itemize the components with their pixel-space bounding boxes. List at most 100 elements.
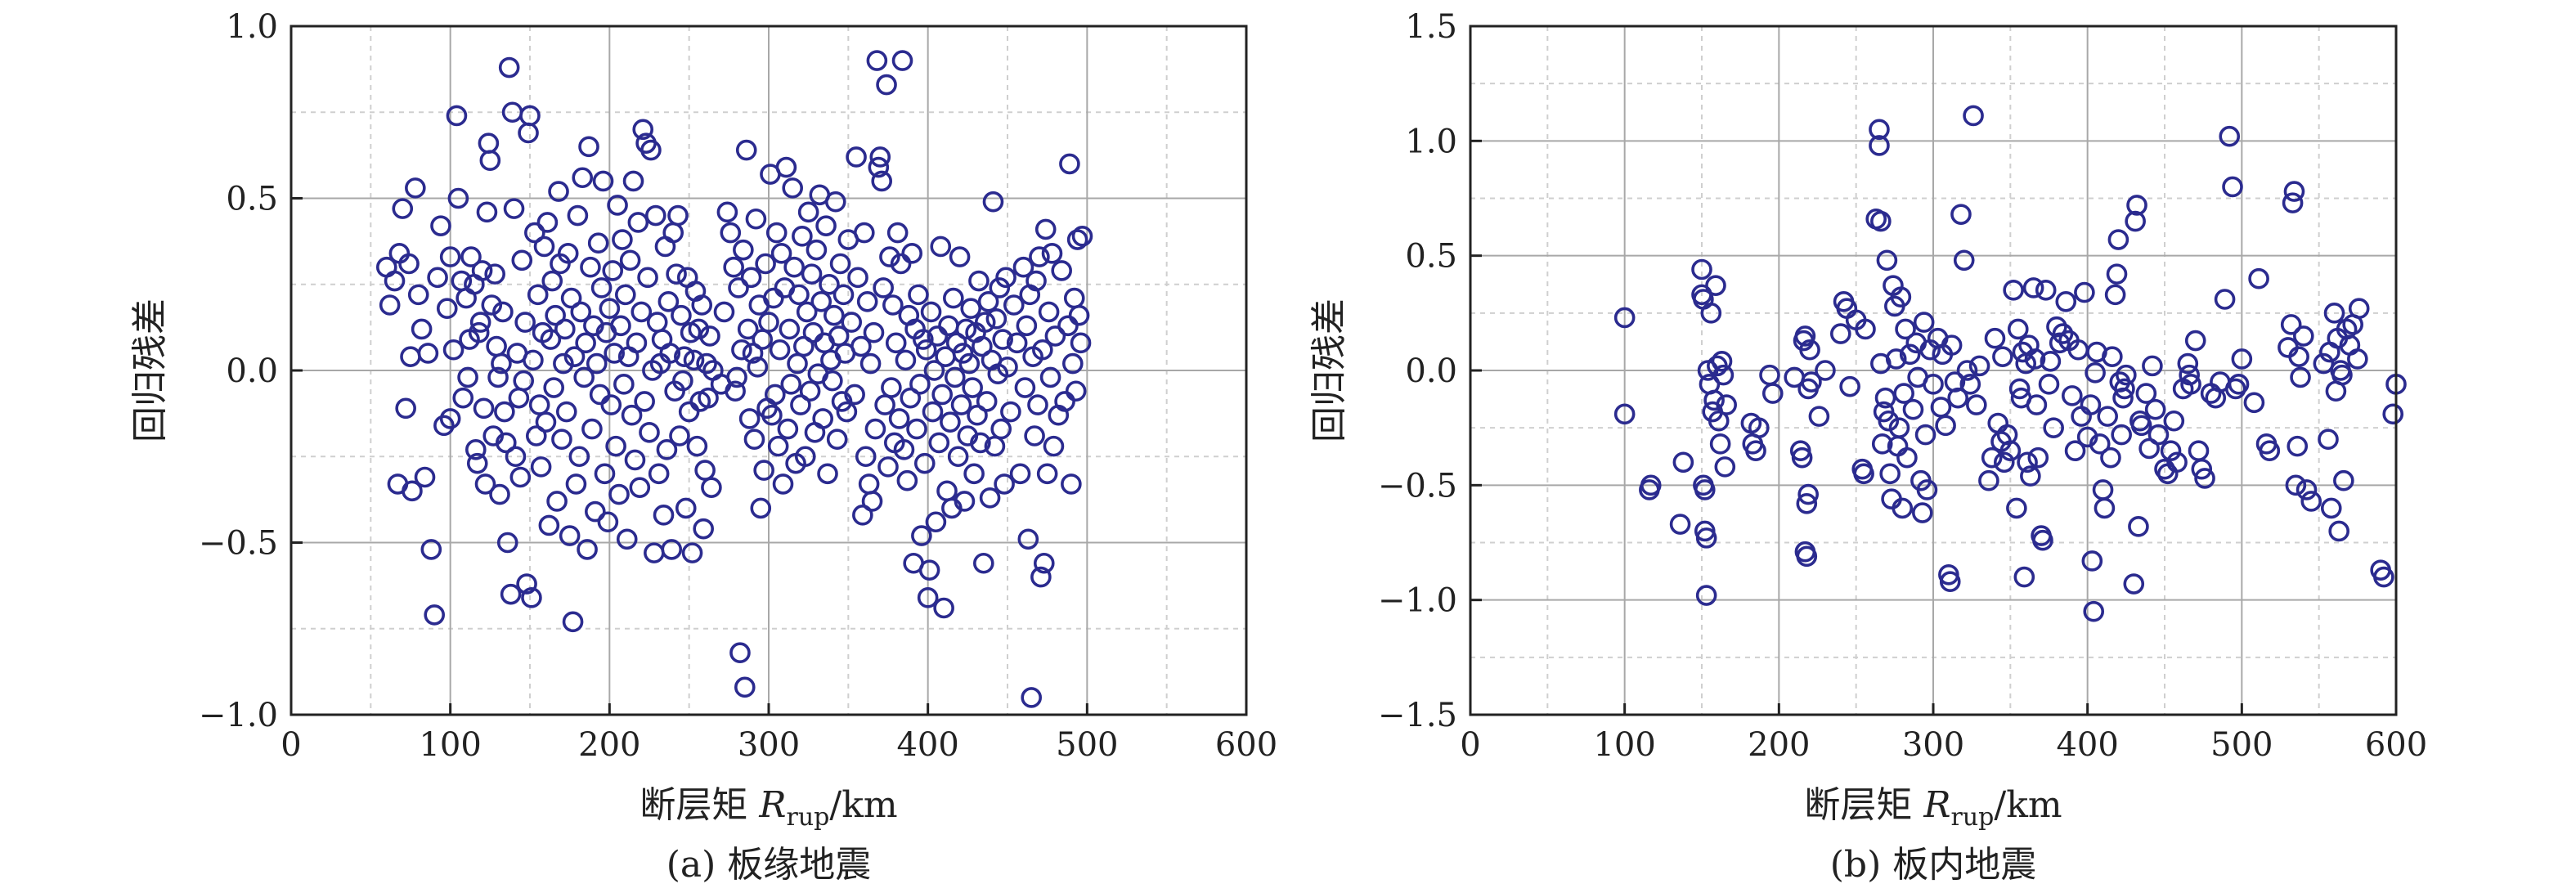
data-point — [725, 380, 746, 402]
data-point — [2166, 451, 2188, 473]
data-point — [524, 222, 545, 244]
data-point — [674, 346, 695, 367]
data-point — [2102, 346, 2123, 367]
data-point — [2200, 383, 2222, 404]
data-point — [2106, 263, 2128, 285]
data-point — [933, 597, 954, 619]
data-point — [772, 473, 794, 495]
data-point — [2100, 446, 2121, 469]
data-point — [1871, 433, 1893, 455]
data-point — [656, 439, 678, 460]
data-point — [846, 146, 867, 168]
data-point — [495, 432, 517, 454]
data-point — [2062, 385, 2083, 406]
data-point — [1695, 527, 1717, 549]
data-point — [974, 312, 996, 333]
x-axis-label-unit: /km — [1994, 784, 2062, 826]
data-point — [790, 394, 811, 415]
x-axis-label-variable: R — [1923, 784, 1950, 826]
data-point — [2180, 374, 2201, 395]
data-point — [911, 525, 932, 546]
data-point — [967, 404, 988, 426]
data-point — [888, 408, 910, 429]
data-point — [990, 418, 1012, 440]
data-point — [2347, 348, 2368, 370]
data-point — [662, 222, 684, 244]
data-point — [424, 604, 446, 626]
data-point — [2194, 468, 2215, 489]
data-point — [954, 491, 976, 512]
data-point — [972, 335, 993, 357]
data-point — [585, 500, 606, 523]
data-point — [469, 312, 491, 333]
data-point — [379, 294, 401, 316]
data-point — [1923, 374, 1944, 395]
data-point — [765, 222, 788, 244]
data-point — [797, 201, 819, 223]
data-point — [1808, 406, 1830, 427]
data-point — [2022, 277, 2044, 298]
data-point — [1672, 451, 1694, 473]
data-point — [2083, 600, 2105, 622]
data-point — [612, 229, 633, 250]
data-point — [731, 339, 752, 361]
data-point — [885, 332, 907, 354]
data-point — [740, 267, 762, 289]
data-point — [1892, 497, 1914, 519]
data-point — [557, 243, 579, 264]
data-point — [1059, 153, 1080, 175]
data-point — [648, 463, 670, 485]
data-point — [1065, 380, 1087, 402]
data-point — [1711, 350, 1733, 372]
data-point — [508, 387, 530, 409]
data-point — [599, 298, 621, 320]
data-point — [723, 256, 744, 278]
data-point — [439, 246, 461, 267]
data-point — [1054, 391, 1075, 412]
data-point — [802, 321, 824, 343]
data-point — [528, 394, 550, 415]
data-point — [976, 391, 998, 412]
y-tick-label: 0.0 — [226, 352, 278, 390]
data-point — [819, 273, 840, 295]
data-point — [1759, 364, 1780, 386]
x-tick-label: 0 — [1460, 726, 1480, 764]
data-point — [460, 246, 482, 267]
data-point — [1029, 246, 1050, 267]
data-point — [1063, 287, 1085, 309]
data-point — [521, 587, 542, 608]
data-point — [605, 435, 626, 457]
data-point — [417, 343, 439, 364]
data-point — [2013, 566, 2035, 588]
data-point — [644, 542, 665, 563]
data-point — [2222, 176, 2243, 198]
data-point — [783, 256, 805, 278]
data-point — [427, 267, 448, 289]
data-point — [2285, 474, 2307, 496]
data-point — [457, 366, 478, 388]
data-point — [1068, 304, 1090, 326]
data-point — [777, 418, 799, 440]
data-point — [742, 343, 764, 364]
data-point — [893, 439, 915, 460]
data-point — [877, 456, 899, 478]
data-point — [737, 318, 759, 340]
data-point — [2007, 318, 2029, 340]
data-point — [694, 460, 716, 481]
data-point — [693, 518, 714, 540]
data-point — [2020, 465, 2041, 487]
data-point — [2290, 366, 2311, 388]
data-point — [2179, 364, 2200, 386]
data-point — [2248, 267, 2269, 289]
data-point — [767, 435, 789, 457]
data-point — [2026, 394, 2048, 415]
y-tick-label: 1.0 — [226, 8, 278, 46]
data-point — [616, 528, 638, 550]
data-point — [2126, 195, 2147, 216]
data-point — [769, 339, 791, 361]
data-point — [570, 301, 592, 323]
y-tick-label: −1.5 — [1378, 697, 1457, 734]
y-tick-label: 0.0 — [1405, 352, 1457, 390]
data-point — [519, 105, 541, 127]
data-point — [720, 222, 742, 244]
